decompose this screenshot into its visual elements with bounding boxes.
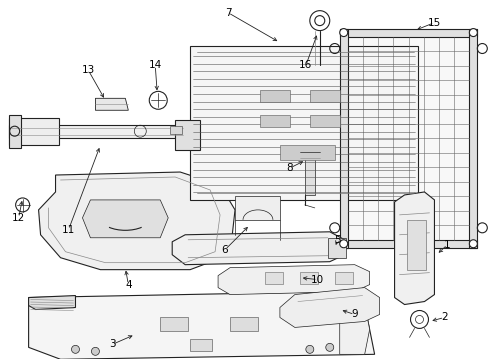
Text: 3: 3 [109, 339, 116, 349]
Polygon shape [190, 45, 417, 200]
Polygon shape [172, 232, 344, 265]
Polygon shape [339, 240, 476, 248]
Text: 14: 14 [148, 60, 162, 71]
Bar [327, 238, 345, 258]
Bar [334, 272, 352, 284]
Text: 1: 1 [443, 240, 450, 250]
Polygon shape [29, 292, 374, 359]
Circle shape [91, 347, 99, 355]
Bar [264, 272, 283, 284]
Bar [406, 220, 426, 270]
Polygon shape [339, 28, 347, 248]
Circle shape [468, 240, 476, 248]
Text: 16: 16 [299, 60, 312, 71]
Polygon shape [339, 292, 369, 354]
Bar [229, 318, 258, 332]
Bar [279, 145, 334, 160]
Text: 13: 13 [81, 66, 95, 76]
Polygon shape [339, 28, 476, 37]
Polygon shape [29, 296, 75, 310]
Bar [190, 339, 212, 351]
Text: 5: 5 [334, 235, 340, 245]
Polygon shape [279, 288, 379, 328]
Polygon shape [235, 196, 279, 220]
Polygon shape [95, 98, 128, 110]
Circle shape [339, 28, 347, 37]
Bar [260, 90, 289, 102]
Bar [299, 272, 317, 284]
Text: 12: 12 [12, 213, 25, 223]
Polygon shape [468, 28, 476, 248]
Text: 2: 2 [440, 312, 447, 323]
Bar [347, 37, 468, 240]
Polygon shape [218, 265, 369, 294]
Text: 6: 6 [221, 245, 228, 255]
Text: 9: 9 [351, 310, 357, 319]
Circle shape [71, 345, 80, 353]
Bar [160, 318, 188, 332]
Polygon shape [9, 125, 185, 138]
Polygon shape [39, 172, 235, 270]
Circle shape [305, 345, 313, 353]
Polygon shape [9, 115, 20, 148]
Text: 7: 7 [224, 8, 231, 18]
Text: 15: 15 [427, 18, 440, 28]
Polygon shape [304, 152, 314, 195]
Bar [309, 115, 339, 127]
Text: 8: 8 [286, 163, 293, 173]
Bar [170, 126, 182, 134]
Polygon shape [394, 192, 433, 305]
Circle shape [325, 343, 333, 351]
Text: 11: 11 [62, 225, 75, 235]
Polygon shape [175, 120, 200, 150]
Circle shape [339, 240, 347, 248]
Polygon shape [9, 118, 59, 145]
Bar [260, 115, 289, 127]
Circle shape [468, 28, 476, 37]
Bar [309, 90, 339, 102]
Text: 4: 4 [125, 280, 131, 289]
Text: 10: 10 [310, 275, 324, 285]
Polygon shape [82, 200, 168, 238]
